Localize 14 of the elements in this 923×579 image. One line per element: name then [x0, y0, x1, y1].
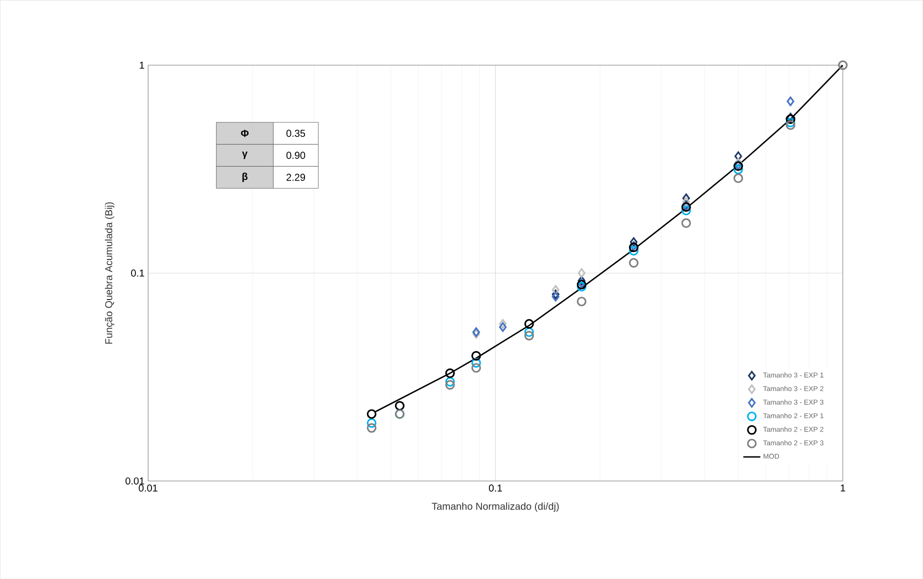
y-tick-label: 0.1 — [131, 269, 144, 277]
annotation: β — [242, 172, 248, 182]
x-tick-label: 0.01 — [138, 484, 158, 492]
y-tick-label: 1 — [140, 62, 144, 69]
x-tick-label: 1 — [840, 484, 846, 492]
y-axis-title: Função Quebra Acumulada (Bij) — [104, 202, 114, 344]
annotation: γ — [242, 152, 248, 159]
x-tick-label: 0.1 — [488, 484, 502, 492]
x-axis-title: Tamanho Normalizado (di/dj) — [432, 502, 559, 512]
annotation: 0.90 — [286, 152, 306, 159]
annotation: 0.35 — [286, 130, 306, 137]
y-tick-label: 0.01 — [126, 477, 144, 484]
annotation: 2.29 — [286, 174, 306, 181]
annotation: Φ — [241, 130, 249, 137]
